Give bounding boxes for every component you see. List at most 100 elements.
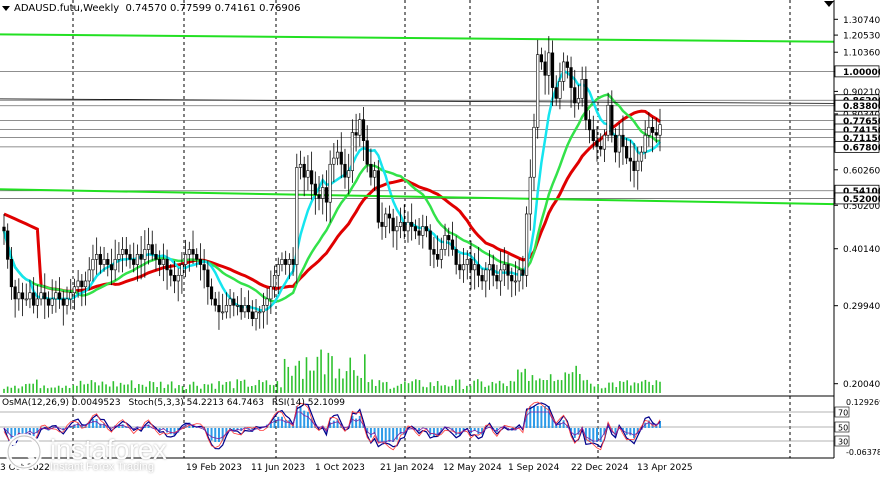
candle-body [424,226,429,232]
candle-body [354,132,358,136]
candle-body [317,194,321,199]
candle-body [235,305,240,307]
candle-body [543,61,547,76]
stoch-signal-line [3,401,661,451]
candle-body [480,275,484,282]
candle-body [43,292,47,300]
time-tick-label: 21 Jan 2024 [380,463,434,473]
candle-body [443,235,447,250]
candle-body [184,254,188,265]
candle-body [172,275,177,282]
candle-body [625,146,629,159]
symbol-label: ADAUSD.futu [14,3,80,14]
candle-body [373,170,377,178]
candle-body [198,259,203,265]
candle-body [76,280,80,288]
candle-body [20,292,25,300]
price-tick-label: 1.20530 [843,32,880,42]
candle-body [458,264,462,271]
candle-body [35,298,39,306]
candle-body [128,254,132,260]
trend-line [0,98,835,104]
candle-body [310,170,314,185]
candle-body [343,163,347,178]
candle-body [550,52,555,88]
candle-body [91,259,95,271]
candle-body [169,269,173,276]
candle-body [584,79,588,120]
level-label: 0.52000 [843,195,880,205]
ma-cyan-line [2,69,661,312]
instaforex-logo-icon [5,433,43,471]
candle-body [146,244,151,250]
level-label: 0.71150 [843,134,880,144]
candle-body [61,298,65,306]
rsi-line [3,411,661,443]
candle-body [502,264,506,271]
candle-body [150,244,154,255]
candle-body [324,187,329,203]
price-tick-label: 0.20040 [843,380,880,390]
candle-body [221,311,225,314]
candle-body [98,254,102,265]
price-tick-label: 0.29940 [843,302,880,312]
candle-body [602,134,607,150]
candle-body [387,213,392,219]
time-tick-label: 1 Oct 2023 [315,463,365,473]
ma-green-line [2,93,661,303]
candle-body [606,104,610,136]
watermark-brand: instaforex [50,434,167,465]
candle-body [213,298,217,306]
candle-body [628,157,632,162]
candle-body [469,259,473,271]
candle-body [224,305,228,313]
candle-body [591,129,595,141]
moving-averages [0,33,835,312]
level-box [834,99,880,112]
candle-body [195,254,199,260]
candle-body [347,170,351,178]
candle-body [499,269,503,282]
time-tick-label: 12 May 2024 [443,463,502,473]
candle-body [80,280,84,288]
candle-body [650,126,655,133]
candle-body [380,221,384,227]
level-label: 0.54100 [843,187,880,197]
rsi-label: RSI(14) 52.1099 [271,398,346,408]
candle-body [272,275,277,288]
candle-body [565,61,569,68]
candle-body [421,226,425,236]
candle-body [295,167,299,265]
candle-body [117,254,121,260]
time-tick-label: 1 Sep 2024 [508,463,560,473]
candle-body [161,259,165,265]
chevron-down-icon[interactable] [2,5,10,11]
stoch-label: Stoch(5,3,3) 54.2213 64.7463 [128,398,264,408]
candle-body [447,235,451,241]
candle-body [250,311,254,320]
candle-body [135,254,140,265]
candle-body [302,163,306,178]
candle-body [495,275,499,282]
candle-body [647,126,651,136]
candle-body [547,52,551,76]
candle-body [513,280,518,283]
candle-body [284,259,288,265]
candle-body [72,286,77,294]
timeframe-label: Weekly [83,3,120,14]
level-box [834,140,880,153]
candle-body [65,298,69,306]
candle-body [439,249,443,260]
candle-body [83,280,88,288]
price-axis: 1.307401.205301.103601.000000.902100.803… [0,0,880,459]
scroll-marker-icon[interactable] [824,1,834,9]
chart-header: ADAUSD.futu,Weekly 0.74570 0.77599 0.741… [2,3,300,14]
candle-body [113,259,117,271]
level-label: 1.00000 [843,68,880,78]
candle-body [313,183,317,196]
candle-body [654,132,658,136]
candle-body [476,264,480,276]
osc-max-label: 0.129269 [846,398,880,407]
